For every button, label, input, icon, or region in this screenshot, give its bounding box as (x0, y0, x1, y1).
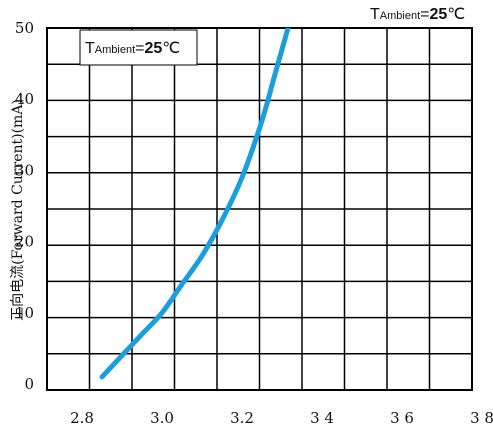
y-tick-label: 10 (15, 304, 34, 322)
ann-out-val: 25 (429, 6, 447, 23)
y-tick-label: 30 (15, 161, 34, 179)
ann-in-t: T (85, 40, 95, 57)
y-tick-label: 20 (15, 233, 34, 251)
y-tick-label: 40 (15, 90, 34, 108)
y-axis-label: 正向电流(Forward Current)(mA) (10, 99, 26, 321)
y-tick-label: 50 (15, 19, 34, 37)
svg-text:TAmbient=25℃: TAmbient=25℃ (370, 6, 465, 23)
ambient-annotation-outside: TAmbient=25℃ (370, 6, 465, 23)
ann-out-sub: Ambient (380, 10, 420, 22)
x-tick-label: 3 4 (310, 409, 334, 427)
chart-grid (47, 28, 472, 390)
ann-out-t: T (370, 6, 380, 23)
x-tick-label: 3.0 (150, 409, 174, 427)
ann-in-unit: ℃ (162, 40, 180, 57)
forward-current-curve (99, 28, 291, 380)
x-tick-label: 3 8 (470, 409, 493, 427)
x-tick-label: 3 6 (390, 409, 414, 427)
svg-text:TAmbient=25℃: TAmbient=25℃ (85, 40, 180, 57)
ann-in-val: 25 (144, 40, 162, 57)
x-tick-label: 3.2 (230, 409, 254, 427)
x-tick-label: 2.8 (70, 409, 94, 427)
ambient-annotation-inside: TAmbient=25℃ (79, 29, 198, 66)
plot-frame (46, 27, 473, 391)
ann-out-unit: ℃ (447, 6, 465, 23)
ann-in-sub: Ambient (95, 44, 135, 56)
y-tick-label: 0 (24, 375, 34, 393)
tick-labels: 0 10 20 30 40 50 2.8 3.0 3.2 3 4 3 6 3 8 (15, 19, 493, 427)
ann-out-eq: = (420, 6, 429, 23)
ann-in-eq: = (135, 40, 144, 57)
